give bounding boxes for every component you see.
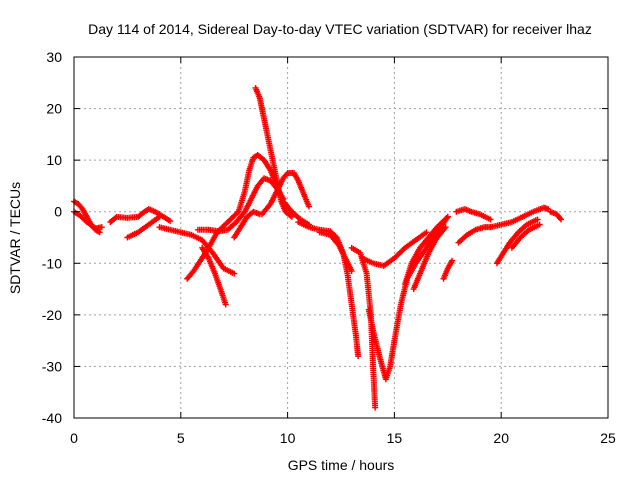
data-point-marker bbox=[287, 212, 294, 219]
series-arc19 bbox=[440, 257, 456, 282]
data-points bbox=[71, 84, 565, 411]
series-arc3 bbox=[107, 206, 174, 226]
data-point-marker bbox=[156, 213, 163, 220]
series-arc9 bbox=[231, 208, 263, 241]
x-axis-label: GPS time / hours bbox=[288, 457, 395, 473]
grid-lines bbox=[74, 57, 608, 418]
data-point-marker bbox=[167, 217, 174, 224]
data-point-marker bbox=[288, 213, 295, 220]
y-tick-label: 0 bbox=[54, 204, 62, 220]
data-point-marker bbox=[372, 404, 379, 411]
axis-ticks: 0 5 10 15 20 25 -40 -30 -20 -10 0 10 20 30 bbox=[42, 49, 616, 446]
plot-frame bbox=[73, 56, 609, 419]
y-tick-label: -20 bbox=[42, 307, 62, 323]
series-arc11 bbox=[258, 170, 312, 218]
data-point-marker bbox=[534, 216, 541, 223]
series-arc15 bbox=[359, 229, 430, 269]
series-arc4 bbox=[124, 213, 163, 241]
series-arc17 bbox=[402, 213, 451, 287]
data-point-marker bbox=[556, 215, 563, 222]
series-arc23 bbox=[493, 216, 541, 267]
x-tick-label: 25 bbox=[600, 430, 616, 446]
y-tick-label: 10 bbox=[46, 152, 62, 168]
data-point-marker bbox=[423, 229, 430, 236]
y-tick-label: 20 bbox=[46, 101, 62, 117]
y-tick-label: -10 bbox=[42, 255, 62, 271]
series-arc8 bbox=[199, 244, 229, 308]
series-arc24 bbox=[508, 221, 543, 251]
y-axis-label: SDTVAR / TECUs bbox=[7, 182, 23, 294]
data-point-marker bbox=[558, 216, 565, 223]
x-tick-label: 15 bbox=[387, 430, 403, 446]
data-point-marker bbox=[487, 216, 494, 223]
data-point-marker bbox=[348, 268, 355, 275]
series-arc20 bbox=[453, 206, 494, 223]
y-tick-label: -30 bbox=[42, 358, 62, 374]
y-tick-label: -40 bbox=[42, 410, 62, 426]
x-tick-label: 20 bbox=[493, 430, 509, 446]
data-point-marker bbox=[305, 203, 312, 210]
data-point-marker bbox=[98, 224, 105, 231]
y-tick-label: 30 bbox=[46, 49, 62, 65]
x-tick-label: 5 bbox=[177, 430, 185, 446]
data-point-marker bbox=[449, 257, 456, 264]
x-tick-label: 0 bbox=[70, 430, 78, 446]
series-arc18 bbox=[410, 224, 449, 293]
series-arc13 bbox=[316, 229, 355, 275]
series-arc22 bbox=[487, 204, 552, 231]
chart-title: Day 114 of 2014, Sidereal Day-to-day VTE… bbox=[88, 21, 592, 37]
data-point-marker bbox=[444, 213, 451, 220]
data-point-marker bbox=[536, 221, 543, 228]
data-point-marker bbox=[442, 224, 449, 231]
x-tick-label: 10 bbox=[280, 430, 296, 446]
data-point-marker bbox=[222, 301, 229, 308]
data-point-marker bbox=[231, 270, 238, 277]
series-arc25 bbox=[547, 208, 565, 223]
data-point-marker bbox=[355, 353, 362, 360]
